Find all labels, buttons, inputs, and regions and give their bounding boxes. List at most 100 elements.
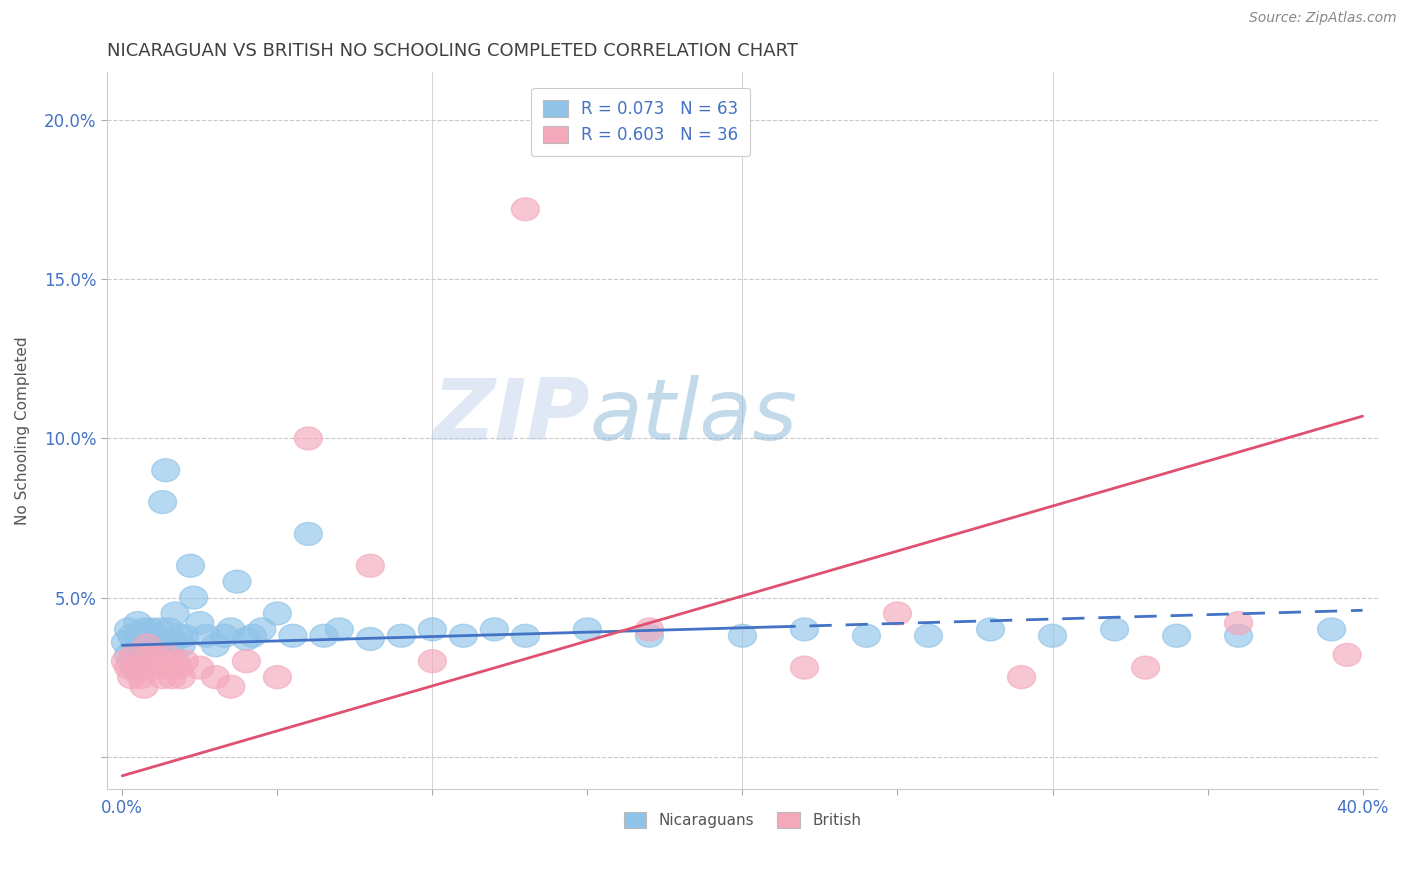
- Ellipse shape: [180, 586, 208, 609]
- Ellipse shape: [356, 554, 384, 577]
- Ellipse shape: [232, 627, 260, 650]
- Ellipse shape: [162, 602, 188, 625]
- Ellipse shape: [790, 618, 818, 640]
- Ellipse shape: [294, 523, 322, 545]
- Ellipse shape: [139, 640, 167, 663]
- Ellipse shape: [165, 624, 193, 648]
- Ellipse shape: [239, 624, 267, 648]
- Ellipse shape: [728, 624, 756, 648]
- Ellipse shape: [134, 634, 162, 657]
- Ellipse shape: [574, 618, 602, 640]
- Ellipse shape: [1225, 612, 1253, 634]
- Ellipse shape: [224, 570, 252, 593]
- Ellipse shape: [201, 634, 229, 657]
- Ellipse shape: [1101, 618, 1129, 640]
- Ellipse shape: [124, 640, 152, 663]
- Ellipse shape: [124, 612, 152, 634]
- Ellipse shape: [114, 657, 142, 679]
- Ellipse shape: [136, 657, 165, 679]
- Ellipse shape: [1163, 624, 1191, 648]
- Ellipse shape: [118, 665, 146, 689]
- Ellipse shape: [977, 618, 1004, 640]
- Ellipse shape: [356, 627, 384, 650]
- Ellipse shape: [1008, 665, 1035, 689]
- Ellipse shape: [201, 665, 229, 689]
- Ellipse shape: [325, 618, 353, 640]
- Ellipse shape: [309, 624, 337, 648]
- Text: atlas: atlas: [591, 375, 797, 458]
- Ellipse shape: [118, 649, 146, 673]
- Ellipse shape: [157, 665, 186, 689]
- Ellipse shape: [139, 624, 167, 648]
- Ellipse shape: [450, 624, 478, 648]
- Ellipse shape: [167, 665, 195, 689]
- Ellipse shape: [165, 657, 193, 679]
- Ellipse shape: [481, 618, 509, 640]
- Ellipse shape: [419, 618, 446, 640]
- Y-axis label: No Schooling Completed: No Schooling Completed: [15, 336, 30, 524]
- Text: ZIP: ZIP: [432, 375, 591, 458]
- Ellipse shape: [294, 427, 322, 450]
- Ellipse shape: [152, 643, 180, 666]
- Ellipse shape: [852, 624, 880, 648]
- Ellipse shape: [118, 624, 146, 648]
- Ellipse shape: [121, 643, 149, 666]
- Text: NICARAGUAN VS BRITISH NO SCHOOLING COMPLETED CORRELATION CHART: NICARAGUAN VS BRITISH NO SCHOOLING COMPL…: [107, 42, 797, 60]
- Ellipse shape: [127, 624, 155, 648]
- Ellipse shape: [1317, 618, 1346, 640]
- Ellipse shape: [136, 618, 165, 640]
- Ellipse shape: [162, 649, 188, 673]
- Ellipse shape: [636, 618, 664, 640]
- Ellipse shape: [217, 618, 245, 640]
- Ellipse shape: [111, 631, 139, 654]
- Ellipse shape: [263, 602, 291, 625]
- Ellipse shape: [186, 612, 214, 634]
- Ellipse shape: [1039, 624, 1067, 648]
- Ellipse shape: [419, 649, 446, 673]
- Ellipse shape: [114, 618, 142, 640]
- Text: Source: ZipAtlas.com: Source: ZipAtlas.com: [1249, 11, 1396, 25]
- Ellipse shape: [121, 657, 149, 679]
- Ellipse shape: [170, 624, 198, 648]
- Ellipse shape: [157, 631, 186, 654]
- Ellipse shape: [512, 198, 540, 220]
- Ellipse shape: [111, 649, 139, 673]
- Ellipse shape: [142, 649, 170, 673]
- Ellipse shape: [129, 618, 157, 640]
- Legend: Nicaraguans, British: Nicaraguans, British: [617, 806, 868, 835]
- Ellipse shape: [263, 665, 291, 689]
- Ellipse shape: [134, 624, 162, 648]
- Ellipse shape: [790, 657, 818, 679]
- Ellipse shape: [121, 634, 149, 657]
- Ellipse shape: [1225, 624, 1253, 648]
- Ellipse shape: [142, 631, 170, 654]
- Ellipse shape: [149, 491, 177, 514]
- Ellipse shape: [278, 624, 307, 648]
- Ellipse shape: [114, 643, 142, 666]
- Ellipse shape: [177, 554, 204, 577]
- Ellipse shape: [914, 624, 942, 648]
- Ellipse shape: [167, 634, 195, 657]
- Ellipse shape: [232, 649, 260, 673]
- Ellipse shape: [129, 634, 157, 657]
- Ellipse shape: [129, 675, 157, 698]
- Ellipse shape: [170, 649, 198, 673]
- Ellipse shape: [152, 458, 180, 482]
- Ellipse shape: [193, 624, 219, 648]
- Ellipse shape: [124, 657, 152, 679]
- Ellipse shape: [155, 657, 183, 679]
- Ellipse shape: [155, 618, 183, 640]
- Ellipse shape: [211, 624, 239, 648]
- Ellipse shape: [636, 624, 664, 648]
- Ellipse shape: [883, 602, 911, 625]
- Ellipse shape: [146, 618, 173, 640]
- Ellipse shape: [139, 643, 167, 666]
- Ellipse shape: [146, 657, 173, 679]
- Ellipse shape: [1132, 657, 1160, 679]
- Ellipse shape: [388, 624, 415, 648]
- Ellipse shape: [1333, 643, 1361, 666]
- Ellipse shape: [217, 675, 245, 698]
- Ellipse shape: [127, 649, 155, 673]
- Ellipse shape: [149, 665, 177, 689]
- Ellipse shape: [186, 657, 214, 679]
